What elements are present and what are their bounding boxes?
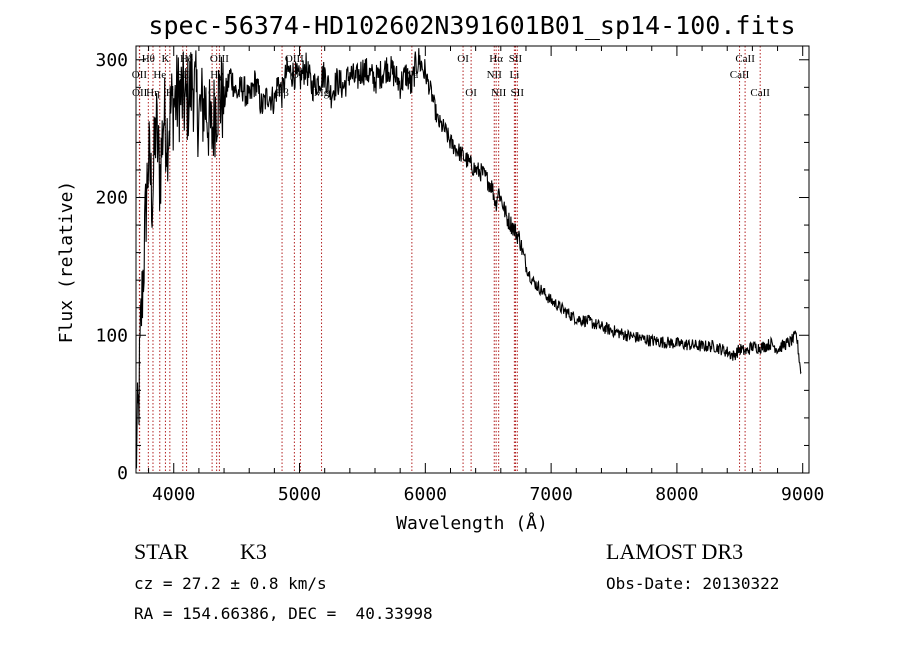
x-tick-label: 9000	[781, 484, 824, 505]
spectrum-chart: spec-56374-HD102602N391601B01_sp14-100.f…	[56, 11, 824, 534]
observation-date: Obs-Date: 20130322	[606, 574, 780, 593]
y-axis-ticks: 0 100 200 300	[95, 50, 809, 484]
x-axis-label: Wavelength (Å)	[396, 512, 548, 534]
x-tick-label: 7000	[529, 484, 572, 505]
coordinates: RA = 154.66386, DEC = 40.33998	[134, 604, 433, 623]
line-marker-label: He	[153, 69, 166, 81]
line-marker-label: K	[161, 53, 169, 65]
line-marker-label: Hθ	[142, 53, 155, 65]
plot-frame	[135, 45, 810, 474]
spectrum-line	[135, 48, 802, 469]
x-tick-label: 6000	[404, 484, 447, 505]
line-marker-label: SII	[509, 53, 523, 65]
x-tick-label: 5000	[278, 484, 321, 505]
line-marker-label: G	[208, 87, 216, 99]
line-marker-label: CaII	[735, 53, 755, 65]
y-tick-label: 200	[95, 188, 128, 209]
redshift-velocity: cz = 27.2 ± 0.8 km/s	[134, 574, 327, 593]
line-marker-label: OIII	[210, 53, 229, 65]
y-axis-label: Flux (relative)	[56, 181, 77, 344]
spectral-subclass: K3	[240, 539, 267, 564]
line-marker-label: Hη	[146, 87, 160, 99]
object-class: STAR	[134, 539, 189, 564]
y-tick-label: 300	[95, 50, 128, 71]
line-marker-label: SII	[511, 87, 525, 99]
x-axis-ticks: 4000 5000 6000 7000 8000 9000	[148, 46, 824, 505]
line-marker-label: OII	[132, 69, 148, 81]
x-tick-label: 4000	[152, 484, 195, 505]
line-marker-label: Li	[509, 69, 519, 81]
survey-name: LAMOST DR3	[606, 539, 744, 564]
line-marker-label: Hα	[489, 53, 503, 65]
line-marker-label: CaII	[750, 87, 770, 99]
line-marker-label: OI	[465, 87, 477, 99]
line-marker-label: CaII	[730, 69, 750, 81]
x-tick-label: 8000	[655, 484, 698, 505]
line-marker-label: NII	[491, 87, 507, 99]
line-markers	[138, 46, 761, 473]
y-tick-label: 100	[95, 325, 128, 346]
line-marker-label: OI	[457, 53, 469, 65]
y-tick-label: 0	[117, 463, 128, 484]
chart-title: spec-56374-HD102602N391601B01_sp14-100.f…	[148, 11, 795, 40]
line-marker-label: NII	[487, 69, 503, 81]
